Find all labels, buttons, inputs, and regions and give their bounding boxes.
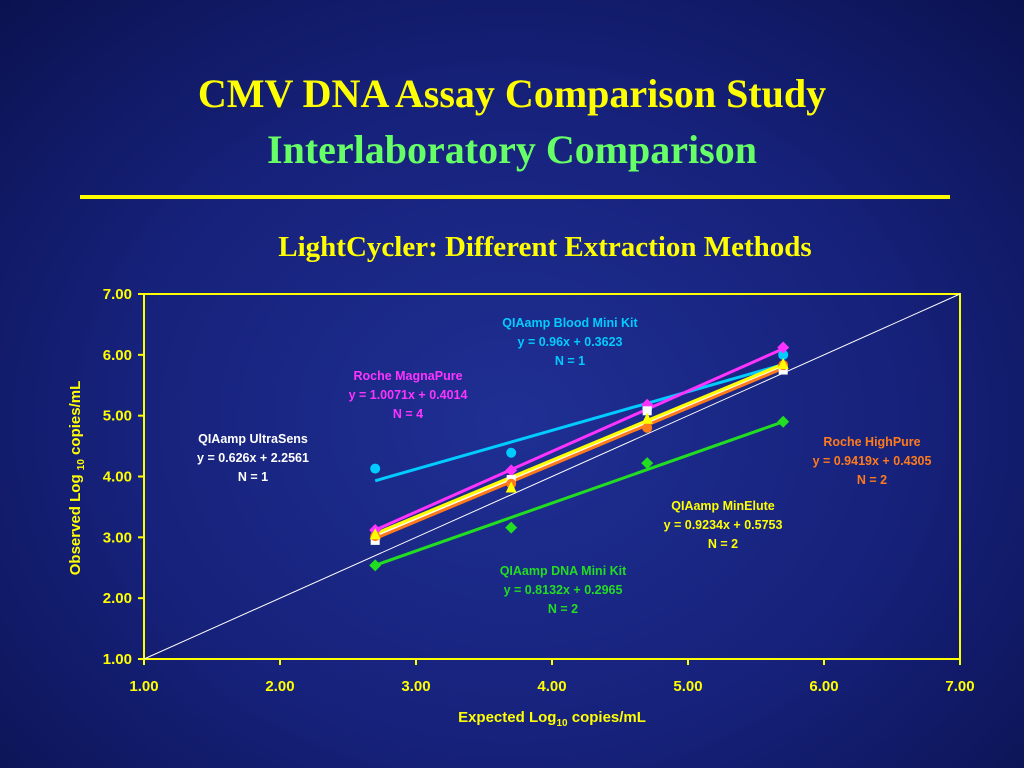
y-axis-label: Observed Log 10 copies/mL: [67, 381, 87, 576]
x-axis-label: Expected Log10 copies/mL: [458, 709, 646, 729]
fit-line: [374, 420, 784, 567]
series-label-equation: y = 0.626x + 2.2561: [197, 451, 309, 465]
data-point: [505, 481, 517, 493]
data-markers: [369, 341, 790, 572]
series-label-name: Roche MagnaPure: [353, 369, 462, 383]
y-tick-label: 7.00: [103, 286, 132, 303]
x-tick-label: 3.00: [401, 678, 430, 695]
data-point: [777, 341, 790, 354]
y-tick-label: 6.00: [103, 347, 132, 364]
fit-line: [374, 347, 784, 532]
data-point: [641, 457, 654, 470]
series-label-name: QIAamp DNA Mini Kit: [500, 564, 627, 578]
title-divider: [80, 195, 950, 199]
data-point: [642, 422, 653, 433]
series-label-name: QIAamp UltraSens: [198, 432, 308, 446]
series-label-n: N = 1: [238, 470, 268, 484]
fit-line: [374, 364, 784, 537]
slide-subtitle-green: Interlaboratory Comparison: [267, 127, 757, 172]
y-tick-label: 5.00: [103, 408, 132, 425]
series-label: Roche MagnaPure y = 1.0071x + 0.4014 N = 4: [349, 369, 468, 421]
series-label-equation: y = 0.9419x + 0.4305: [813, 454, 932, 468]
series-label-name: Roche HighPure: [823, 435, 920, 449]
series-label-n: N = 2: [548, 602, 578, 616]
series-label-n: N = 2: [708, 537, 738, 551]
slide-title: CMV DNA Assay Comparison Study: [197, 71, 827, 116]
series-labels: QIAamp Blood Mini Kit y = 0.96x + 0.3623 N…: [197, 316, 931, 616]
series-label-equation: y = 0.96x + 0.3623: [518, 335, 623, 349]
fit-lines: [374, 347, 784, 567]
fit-line: [374, 362, 784, 536]
x-tick-label: 5.00: [673, 678, 702, 695]
x-tick-label: 4.00: [537, 678, 566, 695]
y-tick-label: 1.00: [103, 651, 132, 668]
data-point: [369, 528, 381, 540]
series-label-n: N = 2: [857, 473, 887, 487]
series-label-equation: y = 1.0071x + 0.4014: [349, 388, 468, 402]
axes: 1.00 2.00 3.00 4.00 5.00 6.00 7.00 1.00 2.00 3.00…: [103, 286, 975, 695]
data-point: [777, 415, 790, 428]
data-point: [506, 447, 517, 458]
data-point: [505, 521, 518, 534]
data-point: [778, 349, 789, 360]
data-point: [777, 357, 789, 369]
series-label-n: N = 4: [393, 407, 423, 421]
y-tick-label: 3.00: [103, 529, 132, 546]
x-tick-label: 6.00: [809, 678, 838, 695]
data-point: [370, 463, 381, 474]
series-label-n: N = 1: [555, 354, 585, 368]
series-label: QIAamp Blood Mini Kit y = 0.96x + 0.3623 N…: [502, 316, 638, 368]
x-tick-label: 7.00: [945, 678, 974, 695]
series-label: QIAamp MinElute y = 0.9234x + 0.5753 N = 2: [664, 499, 783, 551]
y-tick-label: 4.00: [103, 469, 132, 486]
series-label: QIAamp DNA Mini Kit y = 0.8132x + 0.2965 N…: [500, 564, 627, 616]
chart-title: LightCycler: Different Extraction Method…: [278, 231, 812, 263]
fit-line: [374, 366, 784, 540]
series-label-equation: y = 0.8132x + 0.2965: [504, 583, 623, 597]
data-point: [641, 412, 653, 424]
series-label: QIAamp UltraSens y = 0.626x + 2.2561 N = 1: [197, 432, 309, 484]
identity-line: [143, 293, 961, 660]
data-point: [369, 559, 382, 572]
x-tick-label: 1.00: [129, 678, 158, 695]
y-tick-label: 2.00: [103, 590, 132, 607]
series-label: Roche HighPure y = 0.9419x + 0.4305 N = 2: [813, 435, 932, 487]
series-label-equation: y = 0.9234x + 0.5753: [664, 518, 783, 532]
series-label-name: QIAamp MinElute: [671, 499, 775, 513]
identity-line-path: [143, 293, 961, 660]
series-label-name: QIAamp Blood Mini Kit: [502, 316, 638, 330]
data-point: [505, 464, 518, 477]
fit-line: [374, 363, 784, 483]
x-tick-label: 2.00: [265, 678, 294, 695]
data-point: [642, 406, 652, 416]
